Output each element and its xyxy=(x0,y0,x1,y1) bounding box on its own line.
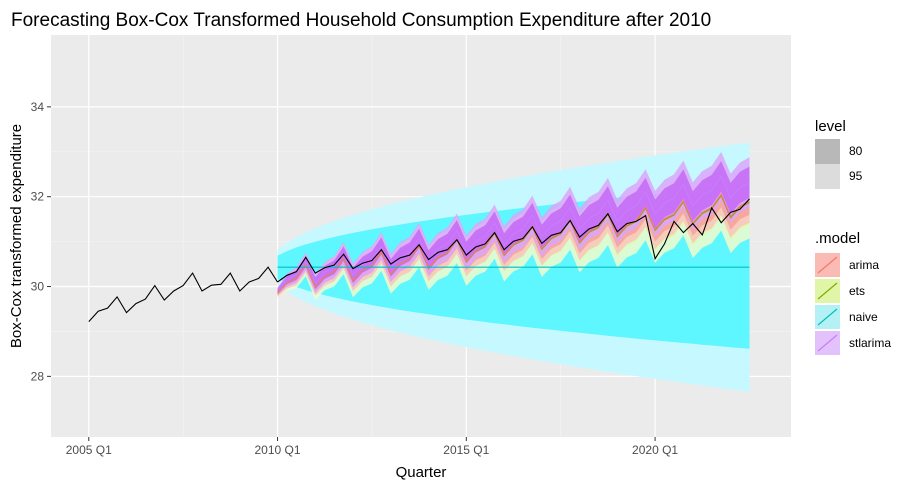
legend-level-title: level xyxy=(815,118,846,135)
legend-model-label: arima xyxy=(849,258,879,272)
x-tick-label: 2010 Q1 xyxy=(255,443,301,457)
x-axis-title: Quarter xyxy=(396,464,447,481)
x-tick-label: 2005 Q1 xyxy=(66,443,112,457)
y-tick-label: 28 xyxy=(31,369,45,383)
legend-model-title: .model xyxy=(815,230,860,247)
series-lines xyxy=(88,175,750,322)
arima-forecast-line xyxy=(277,193,750,294)
y-axis-title: Box-Cox transformed expenditure xyxy=(8,124,25,348)
y-tick-label: 32 xyxy=(31,190,45,204)
legend-level-label: 80 xyxy=(849,144,863,158)
axis-ticks: 2005 Q1 2010 Q1 2015 Q1 2020 Q1 28 30 32 34 xyxy=(31,100,679,457)
legend-level-label: 95 xyxy=(849,169,863,183)
legend-model-label: ets xyxy=(849,284,865,298)
x-tick-label: 2020 Q1 xyxy=(632,443,678,457)
y-tick-label: 30 xyxy=(31,280,45,294)
stlarima-forecast-line xyxy=(277,175,750,292)
legend-model-swatch-naive xyxy=(817,308,838,326)
legend-model-swatch-arima xyxy=(817,256,838,274)
legend-model-label: stlarima xyxy=(849,336,891,350)
y-tick-label: 34 xyxy=(31,100,45,114)
legend-level-key-80 xyxy=(815,139,840,164)
chart-title: Forecasting Box-Cox Transformed Househol… xyxy=(11,10,711,31)
actual-line xyxy=(277,198,750,283)
legend-model-label: naive xyxy=(849,310,878,324)
history-line xyxy=(88,266,278,322)
x-tick-label: 2015 Q1 xyxy=(443,443,489,457)
legend-level-key-95 xyxy=(815,164,840,189)
legend-model-swatch-ets xyxy=(817,282,838,300)
legend-model-swatch-stlarima xyxy=(817,334,838,352)
stlarima-band-80 xyxy=(277,161,750,294)
